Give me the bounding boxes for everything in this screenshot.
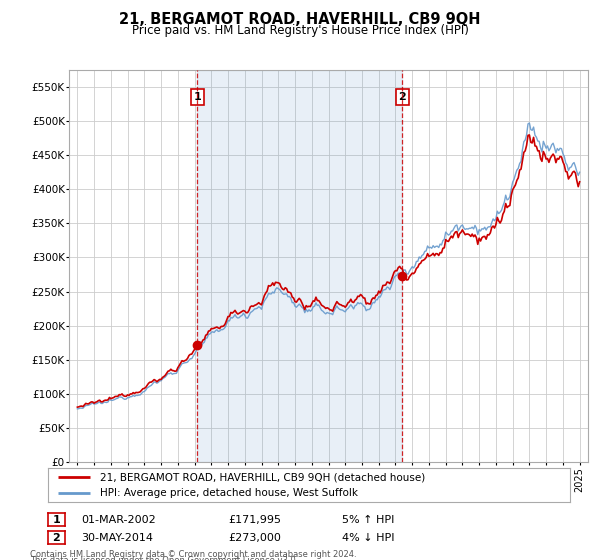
Text: £273,000: £273,000 (228, 533, 281, 543)
Text: 21, BERGAMOT ROAD, HAVERHILL, CB9 9QH: 21, BERGAMOT ROAD, HAVERHILL, CB9 9QH (119, 12, 481, 27)
Text: Contains HM Land Registry data © Crown copyright and database right 2024.: Contains HM Land Registry data © Crown c… (30, 550, 356, 559)
Text: 2: 2 (53, 533, 60, 543)
Text: 4% ↓ HPI: 4% ↓ HPI (342, 533, 395, 543)
Text: 21, BERGAMOT ROAD, HAVERHILL, CB9 9QH (detached house): 21, BERGAMOT ROAD, HAVERHILL, CB9 9QH (d… (100, 472, 425, 482)
Text: HPI: Average price, detached house, West Suffolk: HPI: Average price, detached house, West… (100, 488, 358, 498)
Text: 30-MAY-2014: 30-MAY-2014 (81, 533, 153, 543)
Text: 1: 1 (194, 92, 201, 102)
Text: This data is licensed under the Open Government Licence v3.0.: This data is licensed under the Open Gov… (30, 556, 298, 560)
Text: 5% ↑ HPI: 5% ↑ HPI (342, 515, 394, 525)
Text: 1: 1 (53, 515, 60, 525)
Text: Price paid vs. HM Land Registry's House Price Index (HPI): Price paid vs. HM Land Registry's House … (131, 24, 469, 37)
Bar (197, 70, 403, 462)
Text: 01-MAR-2002: 01-MAR-2002 (81, 515, 156, 525)
Text: 2: 2 (398, 92, 406, 102)
Text: £171,995: £171,995 (228, 515, 281, 525)
